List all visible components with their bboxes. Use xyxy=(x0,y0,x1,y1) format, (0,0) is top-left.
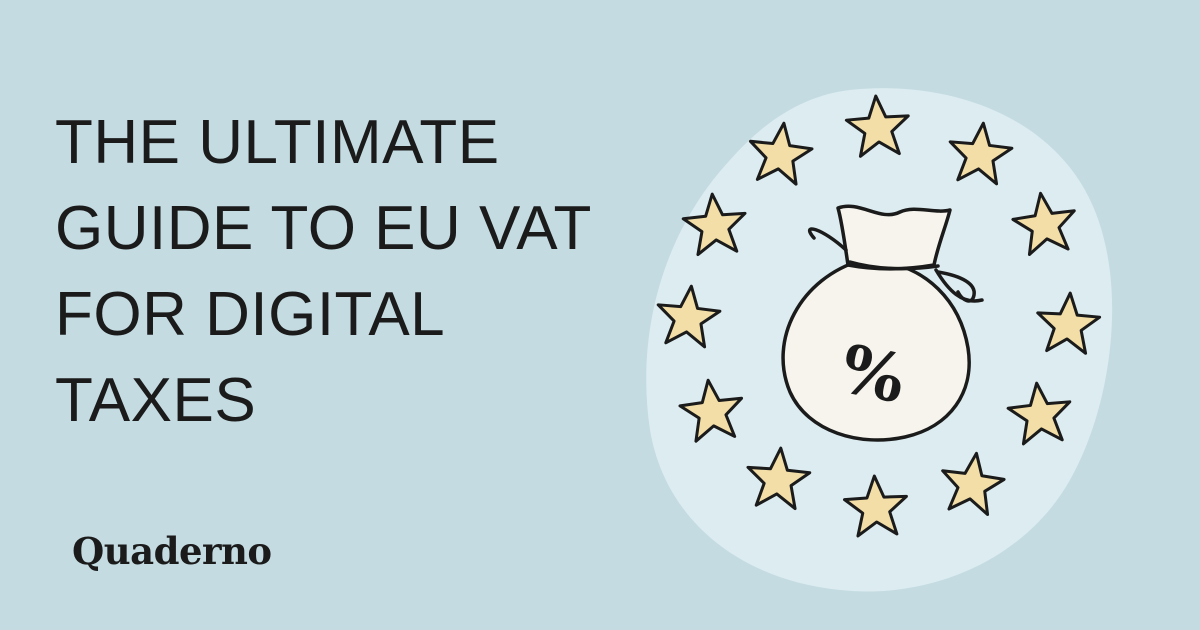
headline-line-3: FOR DIGITAL xyxy=(55,280,446,349)
brand-logo: Quaderno xyxy=(72,529,272,573)
money-bag-icon xyxy=(781,204,984,442)
headline-line-2: GUIDE TO EU VAT xyxy=(55,194,592,263)
headline: THE ULTIMATE GUIDE TO EU VAT FOR DIGITAL… xyxy=(55,100,592,444)
headline-line-1: THE ULTIMATE xyxy=(55,108,500,177)
headline-line-4: TAXES xyxy=(55,366,257,435)
